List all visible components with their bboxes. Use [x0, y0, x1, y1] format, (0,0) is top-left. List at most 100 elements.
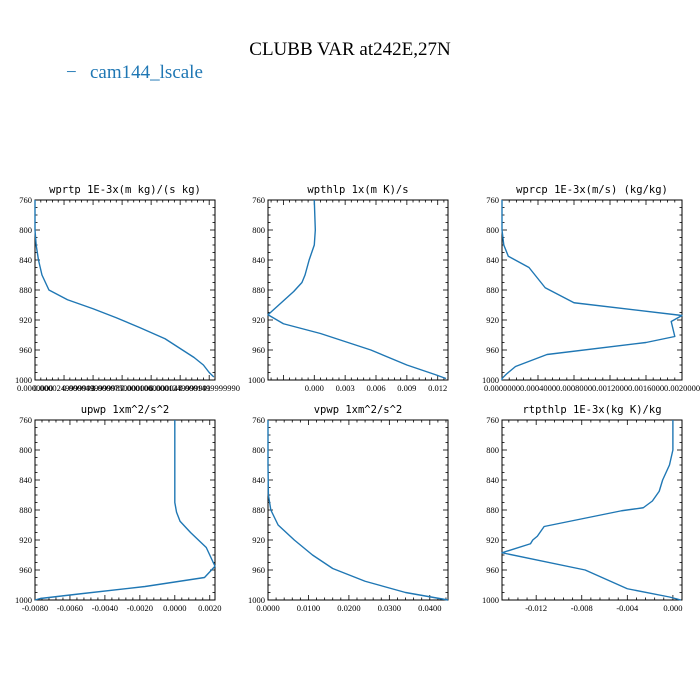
series-line: [501, 200, 683, 380]
x-tick-label: 0.0001499999990: [178, 383, 240, 393]
x-tick-label: 0.0200: [337, 603, 360, 613]
panels: wprtp 1E-3x(m kg)/(s kg) 760 800 840 880 920 9…: [15, 184, 700, 613]
series-line: [34, 200, 215, 378]
panel-title: rtpthlp 1E-3x(kg K)/kg: [522, 404, 661, 416]
x-tick-label: 0.0000: [163, 603, 186, 613]
y-tick-label: 960: [486, 345, 499, 355]
y-tick-label: 920: [19, 315, 32, 325]
x-tick-label: 0.0000000: [484, 383, 520, 393]
x-tick-label: 0.012: [428, 383, 447, 393]
figure-title: CLUBB VAR at242E,27N: [249, 39, 451, 60]
x-tick-label: 0.0000: [256, 603, 279, 613]
y-tick-label: 880: [486, 285, 499, 295]
panel-4: upwp 1xm^2/s^27608008408809209601000-0.0…: [15, 404, 221, 613]
y-tick-label: 760: [19, 195, 32, 205]
y-tick-label: 1000: [248, 595, 265, 605]
legend-label: cam144_lscale: [90, 62, 203, 83]
y-tick-label: 840: [252, 475, 265, 485]
y-tick-label: 880: [252, 505, 265, 515]
plot-frame: [501, 199, 683, 381]
y-tick-label: 920: [19, 535, 32, 545]
y-tick-label: 760: [252, 195, 265, 205]
y-tick-label: 840: [19, 255, 32, 265]
y-tick-label: 960: [19, 345, 32, 355]
x-tick-label: 0.006: [366, 383, 385, 393]
y-tick-label: 760: [252, 415, 265, 425]
x-tick-label: -0.0060: [57, 603, 83, 613]
panel-2: wpthlp 1x(m K)/s 760 800 840 880 920 960 1000 0.…: [248, 184, 449, 393]
y-tick-label: 800: [19, 445, 32, 455]
x-tick-label: -0.0020: [127, 603, 153, 613]
legend: − cam144_lscale: [66, 62, 203, 83]
x-tick-label: 0.0000249999993: [33, 383, 95, 393]
series-line: [501, 420, 682, 601]
plot-frame: [267, 419, 449, 601]
y-tick-label: 800: [19, 225, 32, 235]
y-tick-label: 920: [252, 315, 265, 325]
x-tick-label: 0.009: [397, 383, 416, 393]
x-tick-label: -0.0040: [92, 603, 118, 613]
y-tick-label: 800: [486, 225, 499, 235]
y-tick-label: 880: [19, 285, 32, 295]
y-tick-label: 960: [252, 345, 265, 355]
x-tick-label: 0.0001249999991: [149, 383, 211, 393]
x-tick-label: 0.0001000000047: [120, 383, 182, 393]
series-line: [34, 420, 216, 601]
x-tick-label: 0.003: [336, 383, 355, 393]
x-tick-label: 0.0008000: [556, 383, 592, 393]
y-tick-label: 880: [252, 285, 265, 295]
y-tick-label: 960: [252, 565, 265, 575]
x-tick-label: 0.000: [305, 383, 324, 393]
x-tick-label: 0.0000499999987: [62, 383, 124, 393]
panel-3: wprcp 1E-3x(m/s) (kg/kg) 760 800 840 880 920 9…: [482, 184, 700, 393]
y-tick-label: 960: [486, 565, 499, 575]
x-tick-label: 0.0004000: [520, 383, 556, 393]
series-line: [267, 199, 447, 380]
y-tick-label: 840: [252, 255, 265, 265]
panel-title: wprcp 1E-3x(m/s) (kg/kg): [516, 184, 668, 196]
series-line: [267, 420, 449, 601]
x-tick-label: 0.0020: [198, 603, 221, 613]
x-tick-label: -0.012: [525, 603, 547, 613]
y-tick-label: 1000: [15, 375, 32, 385]
y-tick-label: 1000: [15, 595, 32, 605]
y-tick-label: 920: [486, 315, 499, 325]
y-tick-label: 1000: [482, 595, 499, 605]
y-tick-label: 760: [19, 415, 32, 425]
panel-6: rtpthlp 1E-3x(kg K)/kg 760 800 840 880 920 960…: [482, 404, 683, 613]
y-tick-label: 1000: [248, 375, 265, 385]
x-tick-label: 0.000: [663, 603, 682, 613]
panel-title: wprtp 1E-3x(m kg)/(s kg): [49, 184, 201, 196]
x-tick-label: 0.0100: [297, 603, 320, 613]
y-tick-label: 840: [486, 255, 499, 265]
plot-frame: [34, 419, 216, 601]
panel-title: wpthlp 1x(m K)/s: [307, 184, 408, 196]
x-tick-label: 0.0020000: [664, 383, 700, 393]
y-tick-label: 960: [19, 565, 32, 575]
x-tick-label: 0.0000750000006: [91, 383, 153, 393]
panel-title: vpwp 1xm^2/s^2: [314, 404, 403, 416]
x-tick-label: 0.0300: [378, 603, 401, 613]
y-tick-label: 760: [486, 415, 499, 425]
x-tick-label: 0.0400: [418, 603, 441, 613]
y-tick-label: 800: [252, 445, 265, 455]
panel-title: upwp 1xm^2/s^2: [81, 404, 170, 416]
y-tick-label: 880: [486, 505, 499, 515]
y-tick-label: 840: [19, 475, 32, 485]
panel-1: wprtp 1E-3x(m kg)/(s kg) 760 800 840 880 920 9…: [15, 184, 240, 393]
x-tick-label: 0.0012000: [592, 383, 628, 393]
y-tick-label: 920: [486, 535, 499, 545]
y-tick-label: 800: [486, 445, 499, 455]
x-tick-label: -0.008: [571, 603, 593, 613]
y-tick-label: 880: [19, 505, 32, 515]
y-tick-label: 1000: [482, 375, 499, 385]
x-tick-label: 0.0000000: [17, 383, 53, 393]
legend-line-icon: −: [66, 62, 77, 83]
x-tick-label: 0.0016000: [628, 383, 664, 393]
y-tick-label: 840: [486, 475, 499, 485]
y-tick-label: 920: [252, 535, 265, 545]
y-tick-label: 800: [252, 225, 265, 235]
panel-5: vpwp 1xm^2/s^2 760 800 840 880 920 960 10000.00…: [248, 404, 449, 613]
x-tick-label: -0.0080: [22, 603, 48, 613]
